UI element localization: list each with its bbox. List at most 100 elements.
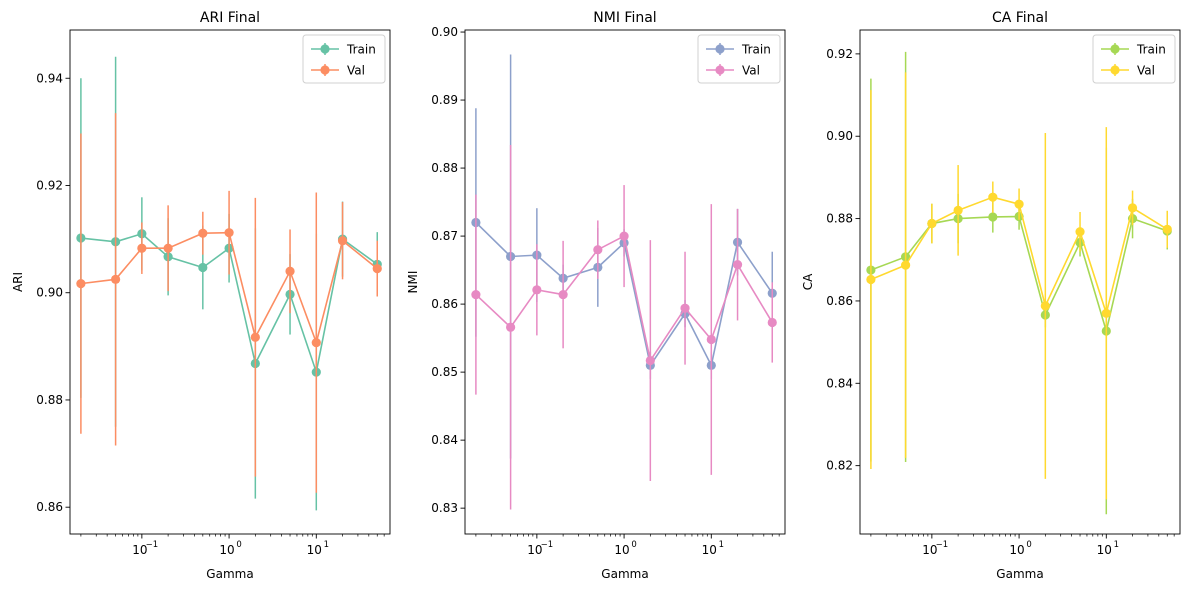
y-tick-label: 0.89 xyxy=(431,93,458,107)
x-tick-label-exponent: −1 xyxy=(146,540,159,550)
data-point xyxy=(137,243,147,253)
y-tick-label: 0.86 xyxy=(826,294,853,308)
data-point xyxy=(311,337,321,348)
plot-frame xyxy=(859,29,1181,535)
legend-marker xyxy=(320,44,330,54)
data-point xyxy=(593,245,603,255)
legend-label: Val xyxy=(347,64,365,78)
data-point xyxy=(111,274,121,284)
legend-marker xyxy=(320,65,330,75)
data-point xyxy=(198,228,208,238)
y-tick-label: 0.92 xyxy=(36,178,63,192)
data-point xyxy=(285,266,295,276)
x-tick-label-exponent: −1 xyxy=(936,540,949,550)
data-point xyxy=(680,303,690,313)
x-tick-label-exponent: −1 xyxy=(541,540,554,550)
data-point xyxy=(901,260,911,270)
data-point xyxy=(471,289,481,300)
data-point xyxy=(866,274,876,285)
y-axis-label: ARI xyxy=(11,272,25,292)
y-tick-label: 0.90 xyxy=(36,286,63,300)
legend-label: Val xyxy=(742,64,760,78)
y-tick-label: 0.88 xyxy=(826,212,853,226)
x-tick-label: 10 xyxy=(219,543,234,557)
x-tick-label-exponent: 1 xyxy=(324,540,329,550)
series-val xyxy=(76,113,382,493)
legend-label: Val xyxy=(1137,64,1155,78)
y-tick-label: 0.92 xyxy=(826,47,853,61)
series-val xyxy=(866,72,1172,500)
y-tick-label: 0.84 xyxy=(431,433,458,447)
x-tick-label-exponent: 1 xyxy=(719,540,724,550)
data-point xyxy=(706,334,716,345)
y-tick-label: 0.85 xyxy=(431,365,458,379)
legend: Train Val xyxy=(302,34,386,84)
data-point xyxy=(619,231,629,241)
x-axis-label: Gamma xyxy=(206,567,253,581)
data-point xyxy=(163,243,173,253)
x-tick-label: 10 xyxy=(307,543,322,557)
plot-frame xyxy=(69,29,391,535)
data-point xyxy=(927,218,937,229)
y-tick-label: 0.82 xyxy=(826,459,853,473)
data-point xyxy=(558,289,568,300)
y-tick-label: 0.88 xyxy=(36,393,63,407)
legend-label: Train xyxy=(741,43,771,57)
y-tick-label: 0.84 xyxy=(826,376,853,390)
legend-label: Train xyxy=(1136,43,1166,57)
data-point xyxy=(732,260,743,270)
data-point xyxy=(767,317,777,328)
y-tick-label: 0.87 xyxy=(431,229,458,243)
data-point xyxy=(988,192,998,202)
legend-marker xyxy=(715,65,725,75)
y-axis-label: NMI xyxy=(406,271,420,294)
data-point xyxy=(1040,301,1050,311)
y-tick-label: 0.88 xyxy=(431,161,458,175)
x-tick-label-exponent: 0 xyxy=(236,540,241,550)
data-point xyxy=(372,263,382,274)
x-tick-label: 10 xyxy=(527,543,542,557)
legend-label: Train xyxy=(346,43,376,57)
data-point xyxy=(953,205,963,215)
x-tick-label-exponent: 0 xyxy=(631,540,636,550)
legend: Train Val xyxy=(1092,34,1176,84)
series-line xyxy=(870,215,1168,335)
data-point xyxy=(988,212,998,222)
y-tick-label: 0.90 xyxy=(431,25,458,39)
y-tick-label: 0.86 xyxy=(36,500,63,514)
data-point xyxy=(1127,203,1138,213)
x-tick-label: 10 xyxy=(702,543,717,557)
x-tick-label: 10 xyxy=(132,543,147,557)
series-val xyxy=(471,144,777,510)
y-tick-label: 0.83 xyxy=(431,501,458,515)
legend-marker xyxy=(715,44,725,54)
x-tick-label: 10 xyxy=(614,543,629,557)
chart-title: NMI Final xyxy=(593,10,656,26)
data-point xyxy=(506,322,516,332)
series-train xyxy=(76,56,382,511)
chart-title: CA Final xyxy=(992,10,1048,26)
data-point xyxy=(1014,199,1024,209)
x-axis-label: Gamma xyxy=(996,567,1043,581)
x-tick-label-exponent: 1 xyxy=(1114,540,1119,550)
data-point xyxy=(224,228,234,238)
data-point xyxy=(1162,224,1172,234)
y-tick-label: 0.90 xyxy=(826,129,853,143)
data-point xyxy=(76,279,86,289)
legend-marker xyxy=(1110,44,1120,54)
series-train xyxy=(866,51,1172,515)
x-tick-label: 10 xyxy=(922,543,937,557)
data-point xyxy=(250,332,260,342)
x-tick-label: 10 xyxy=(1009,543,1024,557)
y-axis-label: CA xyxy=(801,273,815,290)
data-point xyxy=(532,285,542,295)
plot-frame xyxy=(464,29,786,535)
legend: Train Val xyxy=(697,34,781,84)
chart-title: ARI Final xyxy=(200,10,260,26)
x-tick-label: 10 xyxy=(1097,543,1112,557)
data-point xyxy=(198,262,208,273)
